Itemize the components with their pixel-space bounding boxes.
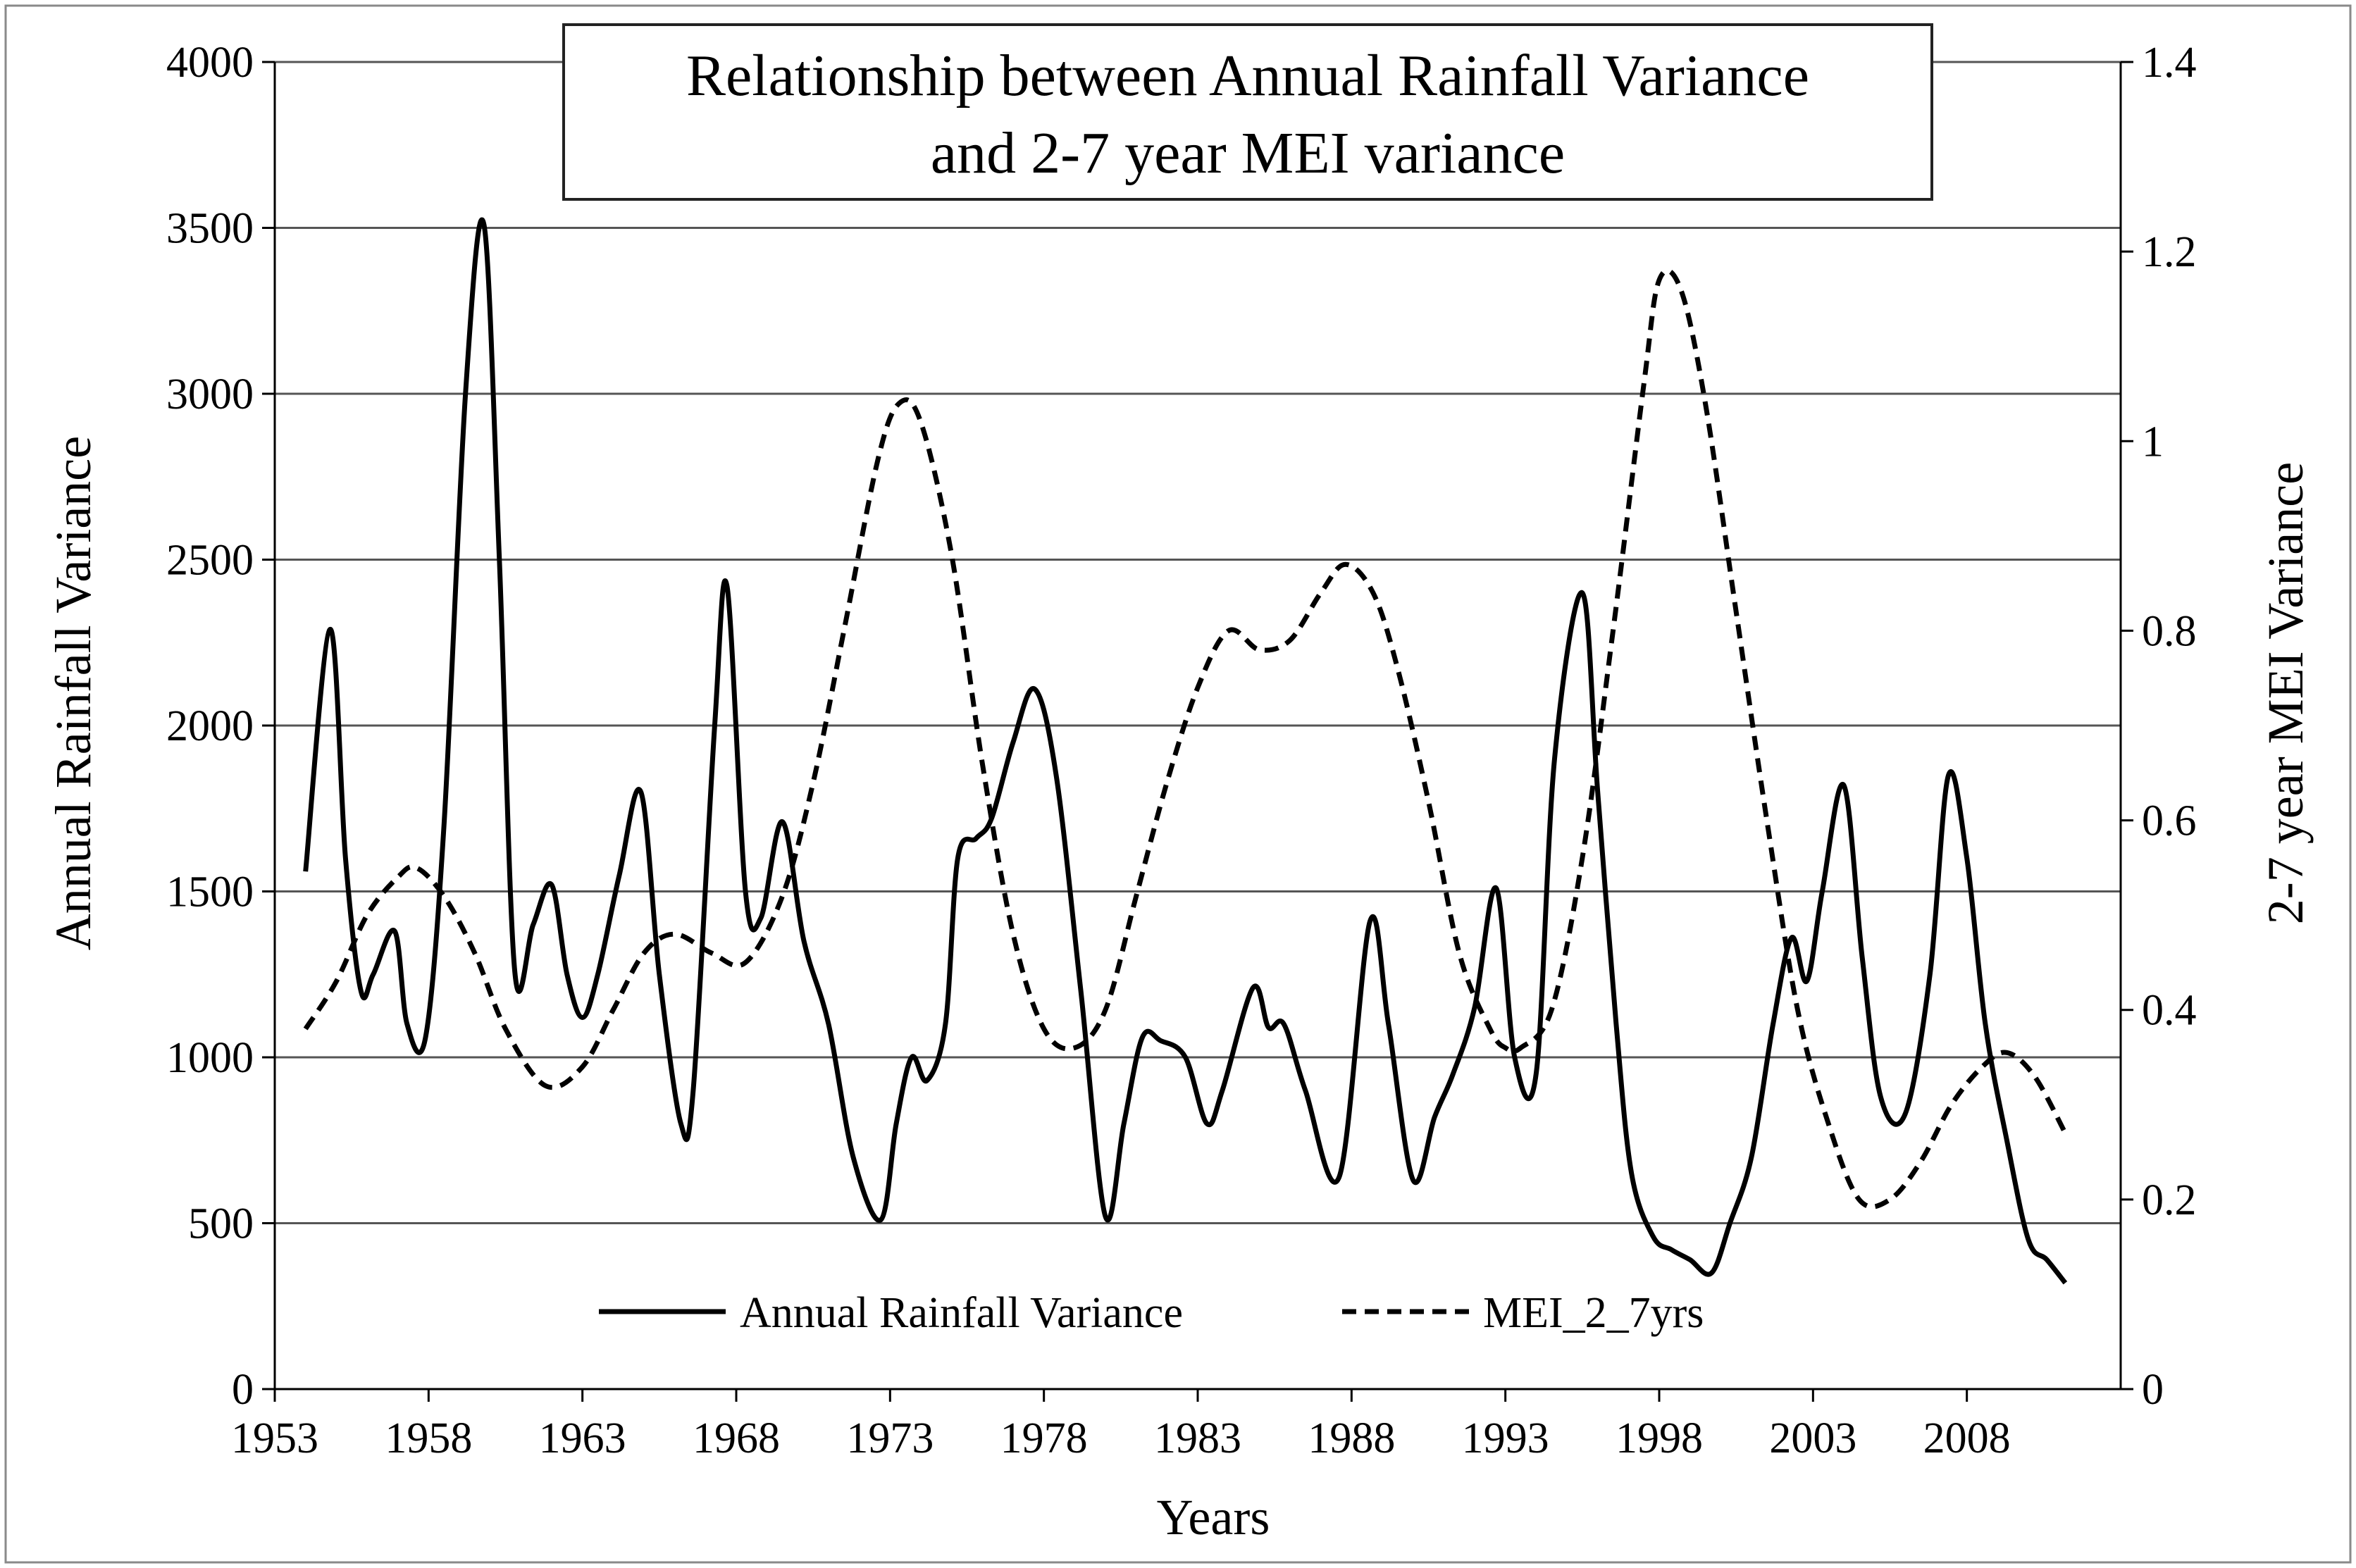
- axes-layer: 0 500 1000 1500 2000 2500 3000 3500 4000 0 0.2 0.4 0…: [166, 39, 2197, 1462]
- x-tick-label: 1978: [1000, 1414, 1088, 1462]
- y2-tick-label: 0.6: [2142, 797, 2197, 845]
- series-line-rainfall: [303, 217, 2068, 1285]
- y2-axis-title: 2-7 year MEI Variance: [2257, 462, 2314, 924]
- x-tick-label: 2008: [1923, 1414, 2011, 1462]
- y2-tick-label: 0.8: [2142, 607, 2197, 655]
- x-axis-title: Years: [1157, 1489, 1270, 1545]
- x-tick-label: 1993: [1462, 1414, 1549, 1462]
- grid-layer: [275, 61, 2121, 1224]
- y-tick-label: 3500: [166, 205, 254, 253]
- legend: Annual Rainfall Variance MEI_2_7yrs: [599, 1289, 1704, 1337]
- x-tick-label: 1998: [1616, 1414, 1703, 1462]
- x-tick-label: 2003: [1769, 1414, 1856, 1462]
- chart-title-line-1: Relationship between Annual Rainfall Var…: [686, 43, 1809, 108]
- y2-tick-label: 0.4: [2142, 987, 2197, 1035]
- x-tick-label: 1958: [385, 1414, 472, 1462]
- x-tick-label: 1968: [693, 1414, 780, 1462]
- y-axis-title: Annual Rainfall Variance: [45, 436, 101, 950]
- y2-tick-label: 1.4: [2142, 39, 2197, 87]
- y2-tick-label: 1: [2142, 418, 2164, 466]
- y2-tick-label: 0: [2142, 1366, 2164, 1414]
- title-frame: [562, 23, 1933, 201]
- y-tick-label: 4000: [166, 39, 254, 87]
- legend-label-mei: MEI_2_7yrs: [1483, 1289, 1704, 1337]
- title-box: Relationship between Annual Rainfall Var…: [562, 23, 1933, 201]
- chart-title-line-2: and 2-7 year MEI variance: [931, 120, 1565, 186]
- y2-tick-label: 0.2: [2142, 1176, 2197, 1224]
- series-layer: [303, 217, 2068, 1285]
- y-tick-label: 2500: [166, 537, 254, 585]
- x-tick-label: 1953: [231, 1414, 318, 1462]
- x-tick-label: 1973: [846, 1414, 934, 1462]
- x-tick-label: 1963: [539, 1414, 626, 1462]
- chart-border: [4, 4, 2352, 1564]
- y2-tick-label: 1.2: [2142, 228, 2197, 276]
- series-line-mei: [303, 268, 2068, 1209]
- y-tick-label: 500: [188, 1200, 254, 1248]
- y-tick-label: 0: [232, 1366, 254, 1414]
- x-tick-label: 1983: [1154, 1414, 1241, 1462]
- y-tick-label: 2000: [166, 702, 254, 750]
- y-tick-label: 1000: [166, 1034, 254, 1082]
- y-tick-label: 3000: [166, 371, 254, 418]
- y-tick-label: 1500: [166, 869, 254, 916]
- legend-label-rainfall: Annual Rainfall Variance: [740, 1289, 1183, 1337]
- x-tick-label: 1988: [1308, 1414, 1395, 1462]
